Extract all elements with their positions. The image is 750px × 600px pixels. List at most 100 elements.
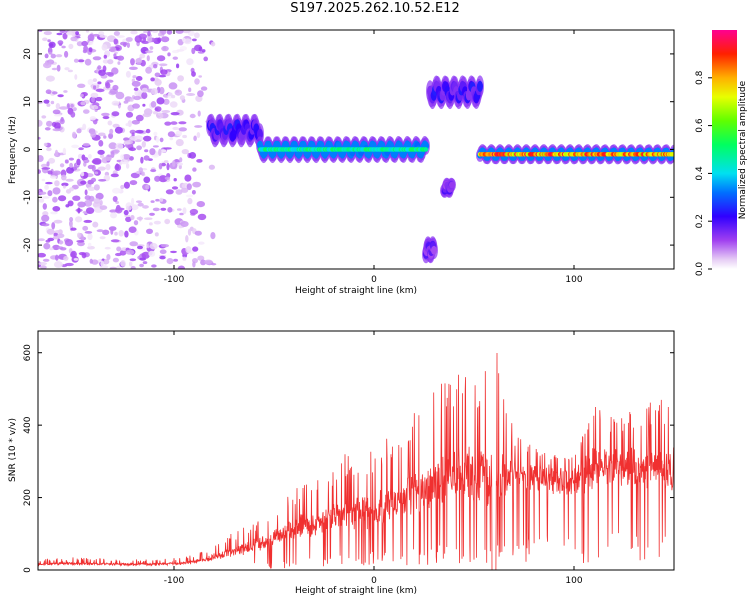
- spectrogram-noise-blob: [102, 59, 109, 64]
- spectrogram-noise-blob: [160, 36, 170, 43]
- spectrogram-noise-blob: [48, 41, 56, 48]
- spectrogram-noise-blob: [85, 30, 90, 33]
- spectrogram-noise-blob: [188, 152, 197, 159]
- spectrogram-noise-blob: [133, 220, 139, 226]
- spectrogram-noise-blob: [52, 91, 58, 95]
- spectrogram-noise-blob: [192, 167, 197, 172]
- spectrogram-noise-blob: [129, 129, 136, 134]
- spectrogram-noise-blob: [197, 255, 205, 261]
- spectrogram-noise-blob: [84, 231, 93, 234]
- spectrogram-noise-blob: [154, 175, 161, 182]
- spectrogram-noise-blob: [102, 115, 110, 120]
- spectrogram-noise-blob: [50, 100, 55, 105]
- colorbar-tick-label: 0.4: [695, 166, 705, 181]
- spectrogram-noise-blob: [92, 221, 99, 228]
- spectrogram-noise-blob: [38, 119, 43, 127]
- spectrogram-noise-blob: [97, 166, 106, 171]
- spectrogram-noise-blob: [149, 222, 153, 226]
- spectrogram-noise-blob: [178, 127, 187, 132]
- spectrogram-noise-blob: [125, 205, 132, 211]
- spectrogram-noise-blob: [59, 163, 65, 168]
- spectrogram-noise-blob: [90, 92, 99, 98]
- spectrogram-noise-blob: [182, 256, 187, 261]
- spectrogram-noise-blob: [192, 246, 199, 252]
- spectrogram-noise-blob: [52, 196, 58, 203]
- spectrogram-noise-blob: [99, 236, 106, 240]
- spectrogram-noise-blob: [169, 101, 178, 108]
- spectrogram-noise-blob: [67, 69, 73, 73]
- spectrogram-noise-blob: [117, 61, 121, 65]
- spectrogram-noise-blob: [41, 196, 50, 199]
- spectrogram-noise-blob: [87, 186, 96, 191]
- spectrogram-image: [38, 30, 674, 269]
- spectrogram-noise-blob: [179, 157, 183, 163]
- spectrogram-noise-blob: [135, 129, 144, 134]
- y-tick-label: -20: [23, 237, 33, 252]
- spectrogram-noise-blob: [138, 167, 143, 174]
- spectrogram-noise-blob: [135, 76, 143, 81]
- spectrogram-noise-blob: [175, 139, 184, 147]
- spectrogram-noise-blob: [100, 260, 104, 267]
- spectrogram-noise-blob: [99, 205, 108, 211]
- spectrogram-noise-blob: [126, 42, 130, 48]
- spectrogram-noise-blob: [163, 160, 169, 164]
- spectrogram-noise-blob: [147, 35, 153, 43]
- spectrogram-noise-blob: [192, 181, 202, 188]
- spectrogram-noise-blob: [110, 228, 114, 235]
- spectrogram-noise-blob: [89, 40, 94, 46]
- spectrogram-noise-blob: [101, 112, 110, 117]
- spectrogram-noise-blob: [177, 39, 184, 46]
- spectrogram-noise-blob: [70, 36, 78, 42]
- spectrogram-noise-blob: [43, 242, 51, 250]
- spectrogram-noise-blob: [98, 140, 104, 147]
- spectrogram-noise-blob: [82, 123, 87, 130]
- spectrogram-noise-blob: [167, 131, 175, 138]
- spectrogram-noise-blob: [129, 180, 138, 186]
- spectrogram-noise-blob: [176, 208, 182, 211]
- spectrogram-noise-blob: [125, 216, 132, 223]
- spectrogram-noise-blob: [120, 260, 126, 267]
- spectrogram-noise-blob: [57, 94, 64, 98]
- spectrogram-noise-blob: [87, 34, 95, 41]
- spectrogram-noise-blob: [46, 120, 53, 127]
- spectrogram-noise-blob: [55, 103, 61, 110]
- spectrogram-noise-blob: [116, 265, 121, 269]
- snr-y-ticks: 0 200 400 600: [23, 344, 674, 573]
- spectrogram-noise-blob: [136, 216, 144, 221]
- spectrogram-noise-blob: [41, 214, 50, 222]
- spectrogram-noise-blob: [40, 163, 48, 168]
- spectrogram-x-ticks: -100 0 100: [164, 30, 583, 285]
- spectrogram-echo-core: [477, 80, 483, 92]
- spectrogram-noise-blob: [165, 189, 174, 195]
- spectrogram-noise-blob: [52, 170, 62, 176]
- spectrogram-noise-blob: [71, 144, 79, 149]
- spectrogram-noise-blob: [179, 212, 184, 216]
- spectrogram-noise-blob: [97, 149, 105, 155]
- spectrogram-noise-blob: [143, 176, 151, 184]
- spectrogram-noise-blob: [196, 201, 205, 208]
- spectrogram-noise-blob: [123, 42, 127, 48]
- spectrogram-noise-blob: [154, 106, 162, 112]
- spectrogram-noise-blob: [133, 95, 141, 101]
- spectrogram-noise-blob: [132, 103, 140, 109]
- spectrogram-noise-blob: [187, 197, 193, 205]
- spectrogram-noise-blob: [84, 199, 93, 207]
- spectrogram-noise-blob: [123, 100, 129, 104]
- spectrogram-noise-blob: [80, 101, 86, 106]
- y-tick-label: 10: [23, 96, 33, 108]
- spectrogram-noise-blob: [150, 101, 157, 108]
- spectrogram-noise-blob: [43, 142, 48, 147]
- spectrogram-noise-blob: [44, 53, 49, 59]
- spectrogram-noise-blob: [83, 219, 93, 223]
- spectrogram-noise-blob: [154, 232, 159, 237]
- spectrogram-noise-blob: [52, 187, 61, 195]
- spectrogram-noise-blob: [136, 171, 140, 174]
- spectrogram-noise-blob: [172, 126, 179, 131]
- spectrogram-noise-blob: [51, 67, 58, 71]
- spectrogram-noise-blob: [182, 30, 191, 34]
- spectrogram-noise-blob: [180, 187, 189, 193]
- snr-y-label: SNR (10 * v/v): [8, 418, 18, 482]
- spectrogram-noise-blob: [105, 82, 111, 89]
